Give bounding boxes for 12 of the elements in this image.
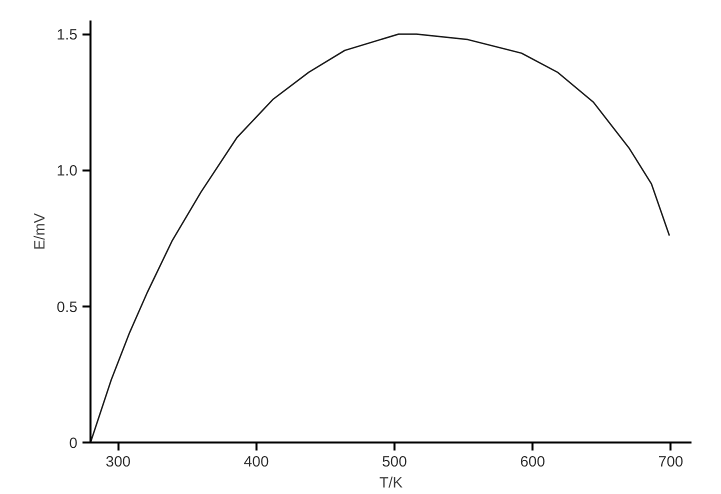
- x-tick-label: 600: [520, 454, 546, 470]
- x-axis-title: T/K: [379, 474, 403, 492]
- y-tick-label: 0: [69, 435, 78, 452]
- y-tick-label: 1.5: [56, 26, 78, 44]
- line-series: [90, 33, 670, 442]
- y-tick-label: 1.0: [56, 162, 78, 180]
- y-tick-label: 0.5: [56, 298, 78, 316]
- x-tick-label: 400: [244, 454, 269, 470]
- y-axis-title: E/mV: [32, 213, 49, 250]
- x-tick-label: 300: [106, 454, 131, 470]
- x-tick-label: 500: [382, 454, 407, 470]
- x-tick-label: 700: [658, 454, 684, 470]
